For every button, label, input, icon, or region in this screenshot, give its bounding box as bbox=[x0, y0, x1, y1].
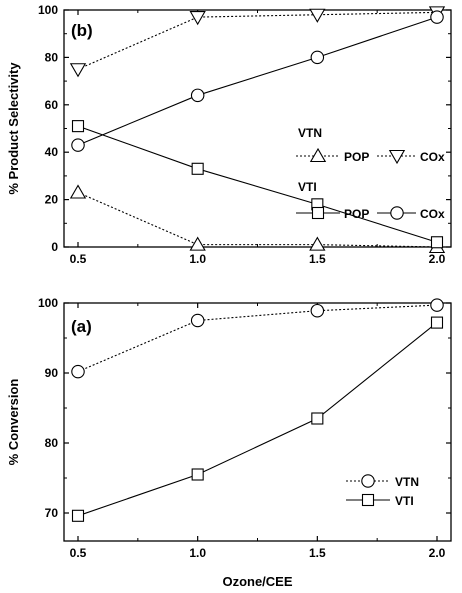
y-axis-label: % Conversion bbox=[6, 379, 21, 466]
series-line-vti bbox=[77, 322, 438, 517]
y-tick-label: 0 bbox=[51, 240, 58, 254]
legend-entry: POP bbox=[344, 150, 369, 164]
data-point-vtn-pop bbox=[189, 236, 206, 251]
data-point-vtn bbox=[71, 364, 85, 379]
series-line-vtn-pop bbox=[77, 191, 438, 248]
series-line-vtn bbox=[77, 304, 438, 373]
data-point-vti-cox bbox=[430, 10, 444, 24]
data-point-vti-pop bbox=[430, 236, 444, 249]
y-tick-label: 70 bbox=[45, 506, 59, 520]
data-point-vtn-cox bbox=[309, 8, 326, 23]
y-tick-label: 20 bbox=[45, 193, 59, 207]
data-point-vti bbox=[430, 316, 444, 329]
y-tick-label: 80 bbox=[45, 436, 59, 450]
chart-panel-a: 0.5 1.0 1.5 2.0 70 80 90 100 % Conversion Ozone/C… bbox=[6, 296, 452, 589]
legend-group-label: VTI bbox=[298, 180, 317, 194]
data-point-vtn-pop bbox=[309, 236, 326, 251]
series-line-vti-cox bbox=[77, 16, 438, 146]
x-tick-label: 2.0 bbox=[429, 546, 446, 560]
legend-marker bbox=[388, 149, 406, 165]
data-point-vtn-cox bbox=[69, 63, 87, 78]
legend-entry: VTN bbox=[395, 475, 419, 489]
x-tick-label: 1.5 bbox=[309, 546, 326, 560]
x-tick-label: 1.0 bbox=[189, 252, 206, 266]
y-axis-label: % Product Selectivity bbox=[6, 62, 21, 195]
data-point-vti-cox bbox=[71, 138, 85, 152]
y-tick-label: 80 bbox=[45, 50, 59, 64]
x-tick-label: 1.5 bbox=[309, 252, 326, 266]
chart-panel-b: 0.5 1.0 1.5 2.0 0 20 40 60 80 100 % Product Select… bbox=[6, 3, 452, 266]
data-point-vti bbox=[71, 509, 85, 522]
legend-marker bbox=[311, 206, 325, 220]
legend-entry: COx bbox=[420, 207, 445, 221]
y-tick-label: 60 bbox=[45, 98, 59, 112]
x-tick-label: 0.5 bbox=[70, 546, 87, 560]
legend-entry: POP bbox=[344, 207, 369, 221]
legend: VTN VTI bbox=[346, 474, 419, 508]
y-tick-label: 90 bbox=[45, 366, 59, 380]
data-point-vtn bbox=[190, 313, 205, 328]
legend-entry: VTI bbox=[395, 494, 414, 508]
series-line-vtn-cox bbox=[77, 11, 438, 70]
data-point-vti bbox=[311, 412, 324, 425]
data-point-vti-cox bbox=[310, 50, 325, 65]
series-line-vti-pop bbox=[77, 125, 438, 243]
legend-marker bbox=[390, 206, 404, 220]
panel-label: (b) bbox=[71, 21, 93, 40]
y-tick-label: 100 bbox=[38, 296, 58, 310]
legend-group-label: VTN bbox=[298, 126, 322, 140]
data-point-vtn-cox bbox=[189, 11, 206, 26]
legend-marker bbox=[361, 493, 375, 507]
y-tick-label: 100 bbox=[38, 3, 58, 17]
data-point-vtn bbox=[430, 298, 444, 312]
legend-entry: COx bbox=[420, 150, 445, 164]
data-point-vtn bbox=[310, 303, 325, 318]
x-tick-label: 2.0 bbox=[429, 252, 446, 266]
x-tick-label: 0.5 bbox=[70, 252, 87, 266]
x-axis-label: Ozone/CEE bbox=[222, 574, 292, 589]
data-point-vti-pop bbox=[191, 162, 204, 175]
data-point-vti bbox=[191, 468, 204, 481]
panel-label: (a) bbox=[71, 317, 92, 336]
legend-marker bbox=[309, 147, 327, 163]
y-tick-label: 40 bbox=[45, 145, 59, 159]
legend-marker bbox=[361, 474, 375, 488]
plot-frame bbox=[63, 302, 452, 542]
data-point-vtn-pop bbox=[69, 184, 87, 199]
legend: VTN VTI POP COx POP COx bbox=[296, 126, 445, 221]
data-point-vti-pop bbox=[71, 120, 85, 133]
x-tick-label: 1.0 bbox=[189, 546, 206, 560]
data-point-vti-cox bbox=[190, 88, 205, 103]
